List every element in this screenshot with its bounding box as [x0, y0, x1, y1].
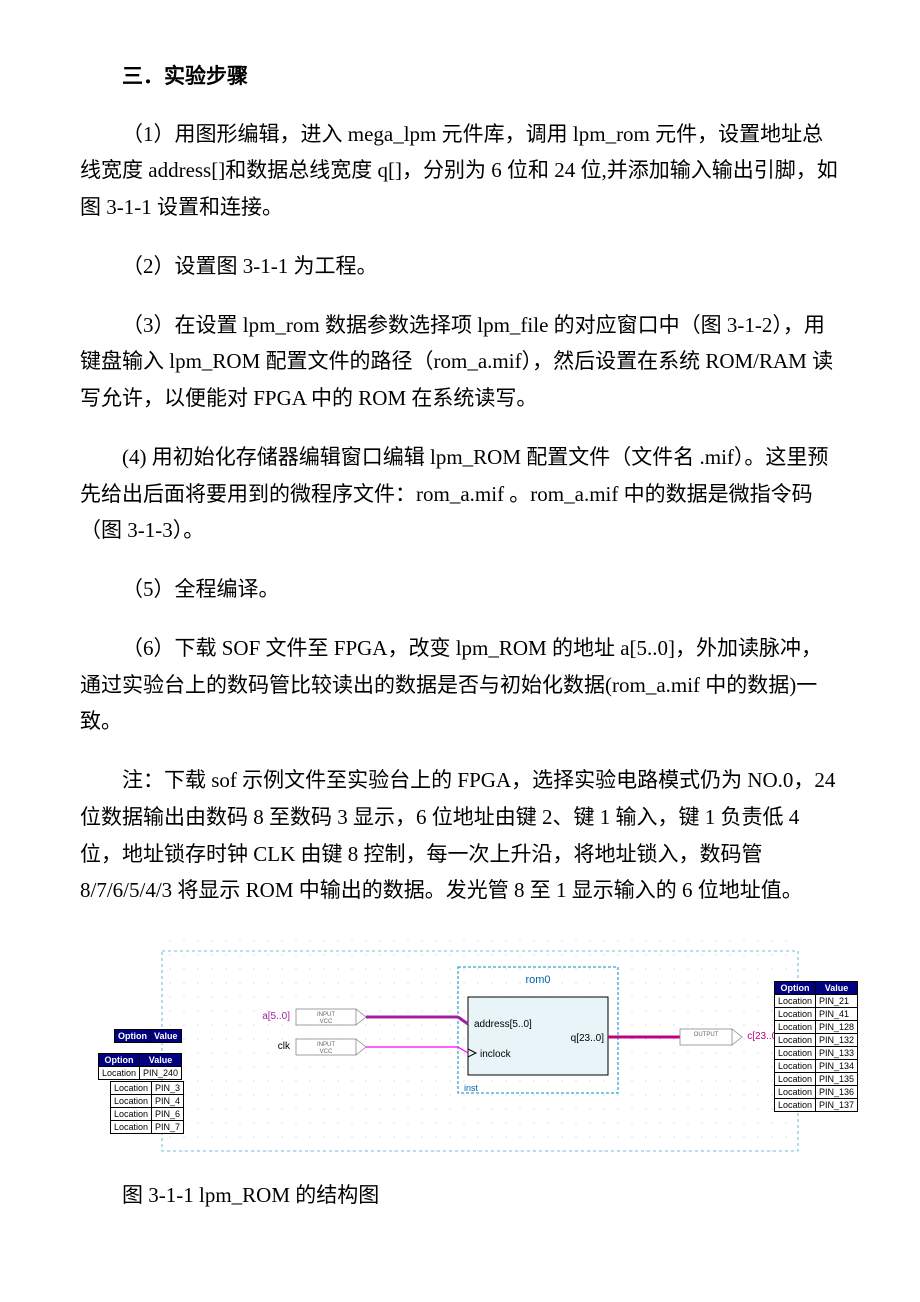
- svg-text:VCC: VCC: [320, 1019, 333, 1025]
- schematic-diagram: rom0 address[5..0] inclock q[23..0] inst a[5.…: [160, 931, 800, 1161]
- svg-text:a[5..0]: a[5..0]: [262, 1011, 290, 1022]
- svg-text:q[23..0]: q[23..0]: [571, 1033, 605, 1044]
- svg-text:inst: inst: [464, 1083, 479, 1093]
- pin-table-left-2: OptionValueLocationPIN_240: [98, 1053, 182, 1080]
- diagram-container: rom0 address[5..0] inclock q[23..0] inst a[5.…: [160, 931, 840, 1161]
- pin-table-right: OptionValueLocationPIN_21LocationPIN_41L…: [774, 981, 858, 1112]
- figure-caption: 图 3-1-1 lpm_ROM 的结构图: [80, 1179, 840, 1213]
- svg-text:INPUT: INPUT: [317, 1042, 335, 1048]
- pin-table-left-3: LocationPIN_3LocationPIN_4LocationPIN_6L…: [110, 1081, 184, 1134]
- svg-text:rom0: rom0: [525, 974, 550, 986]
- step-1: （1）用图形编辑，进入 mega_lpm 元件库，调用 lpm_rom 元件，设…: [80, 116, 840, 226]
- step-5: （5）全程编译。: [80, 571, 840, 608]
- step-2: （2）设置图 3-1-1 为工程。: [80, 248, 840, 285]
- svg-text:clk: clk: [278, 1041, 291, 1052]
- step-4: (4) 用初始化存储器编辑窗口编辑 lpm_ROM 配置文件（文件名 .mif）…: [80, 439, 840, 549]
- pin-table-left-1: OptionValue: [114, 1029, 182, 1043]
- svg-text:inclock: inclock: [480, 1049, 512, 1060]
- svg-text:address[5..0]: address[5..0]: [474, 1019, 532, 1030]
- note-paragraph: 注：下载 sof 示例文件至实验台上的 FPGA，选择实验电路模式仍为 NO.0…: [80, 762, 840, 909]
- svg-text:INPUT: INPUT: [317, 1012, 335, 1018]
- svg-text:OUTPUT: OUTPUT: [694, 1032, 719, 1038]
- step-6: （6）下载 SOF 文件至 FPGA，改变 lpm_ROM 的地址 a[5..0…: [80, 630, 840, 740]
- step-3: （3）在设置 lpm_rom 数据参数选择项 lpm_file 的对应窗口中（图…: [80, 307, 840, 417]
- section-heading: 三．实验步骤: [80, 60, 840, 94]
- svg-text:VCC: VCC: [320, 1049, 333, 1055]
